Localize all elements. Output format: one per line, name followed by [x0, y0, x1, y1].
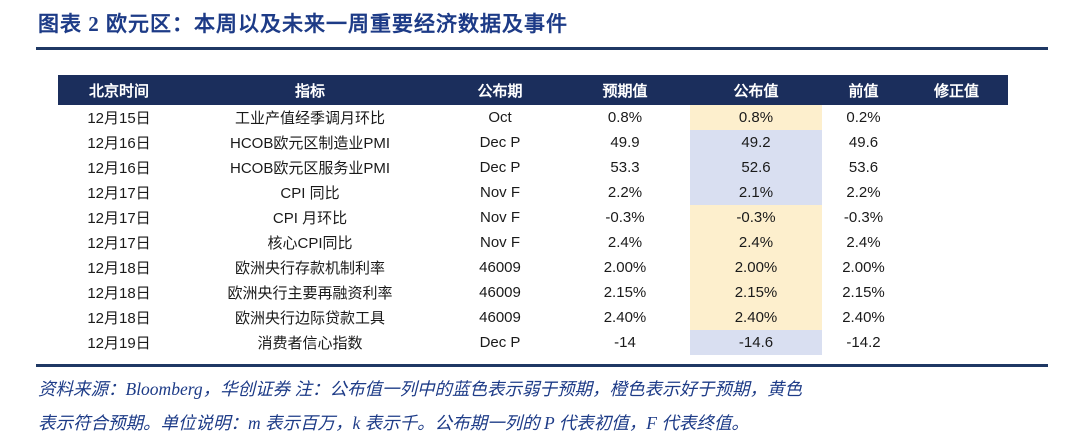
source-note-line2: 表示符合预期。单位说明：m 表示百万，k 表示千。公布期一列的 P 代表初值，F…: [38, 413, 749, 433]
table-row: 12月18日 欧洲央行主要再融资利率 46009 2.15% 2.15% 2.1…: [58, 280, 1008, 305]
cell-indicator: 工业产值经季调月环比: [234, 110, 385, 127]
cell-revised-value: [905, 205, 1008, 230]
header-beijing-time: 北京时间: [88, 82, 149, 100]
cell-revised-value: [905, 330, 1008, 355]
cell-indicator: CPI 同比: [280, 185, 340, 202]
table-row: 12月16日 HCOB欧元区服务业PMI Dec P 53.3 52.6 53.…: [58, 155, 1008, 180]
source-note-line1: 资料来源：Bloomberg，华创证券 注：公布值一列中的蓝色表示弱于预期，橙色…: [38, 379, 802, 399]
cell-expected-value: 0.8%: [607, 109, 643, 126]
cell-expected-value: 49.9: [610, 134, 640, 151]
cell-expected-value: 2.4%: [607, 234, 643, 251]
cell-release-period: Nov F: [479, 209, 520, 226]
cell-revised-value: [905, 305, 1008, 330]
table-row: 12月15日 工业产值经季调月环比 Oct 0.8% 0.8% 0.2%: [58, 105, 1008, 130]
cell-beijing-time: 12月16日: [87, 160, 151, 177]
cell-indicator: HCOB欧元区服务业PMI: [229, 160, 390, 177]
cell-indicator: 欧洲央行边际贷款工具: [234, 310, 385, 327]
cell-beijing-time: 12月17日: [87, 210, 151, 227]
header-expected-value: 预期值: [602, 82, 648, 100]
source-note: 资料来源：Bloomberg，华创证券 注：公布值一列中的蓝色表示弱于预期，橙色…: [38, 372, 1043, 440]
cell-previous-value: 53.6: [848, 159, 879, 176]
cell-expected-value: -0.3%: [605, 209, 645, 226]
cell-beijing-time: 12月18日: [87, 260, 151, 277]
cell-expected-value: -14: [614, 334, 636, 351]
table-row: 12月17日 CPI 月环比 Nov F -0.3% -0.3% -0.3%: [58, 205, 1008, 230]
cell-indicator: HCOB欧元区制造业PMI: [229, 135, 390, 152]
cell-previous-value: 2.15%: [842, 284, 885, 301]
cell-beijing-time: 12月18日: [87, 285, 151, 302]
cell-announced-value: -14.6: [690, 330, 822, 355]
cell-previous-value: -14.2: [846, 334, 881, 351]
cell-revised-value: [905, 130, 1008, 155]
cell-announced-value: 2.40%: [690, 305, 822, 330]
cell-release-period: 46009: [479, 284, 521, 301]
table-header-row: 北京时间 指标 公布期 预期值 公布值 前值 修正值: [58, 75, 1008, 105]
cell-beijing-time: 12月18日: [87, 310, 151, 327]
table-row: 12月18日 欧洲央行存款机制利率 46009 2.00% 2.00% 2.00…: [58, 255, 1008, 280]
cell-announced-value: 2.1%: [690, 180, 822, 205]
cell-previous-value: 2.2%: [846, 184, 881, 201]
cell-revised-value: [905, 280, 1008, 305]
cell-release-period: Dec P: [479, 334, 521, 351]
cell-announced-value: 49.2: [690, 130, 822, 155]
table-row: 12月17日 核心CPI同比 Nov F 2.4% 2.4% 2.4%: [58, 230, 1008, 255]
cell-revised-value: [905, 180, 1008, 205]
cell-indicator: 核心CPI同比: [267, 235, 353, 252]
cell-previous-value: 0.2%: [846, 109, 881, 126]
cell-beijing-time: 12月16日: [87, 135, 151, 152]
cell-announced-value: 2.00%: [690, 255, 822, 280]
header-previous-value: 前值: [848, 82, 879, 100]
cell-beijing-time: 12月15日: [87, 110, 151, 127]
cell-announced-value: 52.6: [690, 155, 822, 180]
cell-indicator: 消费者信心指数: [257, 335, 363, 352]
cell-release-period: 46009: [479, 309, 521, 326]
cell-indicator: 欧洲央行主要再融资利率: [227, 285, 393, 302]
cell-previous-value: 2.4%: [846, 234, 881, 251]
table-row: 12月16日 HCOB欧元区制造业PMI Dec P 49.9 49.2 49.…: [58, 130, 1008, 155]
table-body: 12月15日 工业产值经季调月环比 Oct 0.8% 0.8% 0.2% 12月…: [58, 105, 1008, 355]
cell-beijing-time: 12月19日: [87, 335, 151, 352]
cell-announced-value: -0.3%: [690, 205, 822, 230]
table-row: 12月19日 消费者信心指数 Dec P -14 -14.6 -14.2: [58, 330, 1008, 355]
cell-release-period: Nov F: [479, 184, 520, 201]
cell-previous-value: -0.3%: [843, 209, 884, 226]
cell-release-period: 46009: [479, 259, 521, 276]
header-revised-value: 修正值: [933, 82, 979, 100]
cell-expected-value: 2.15%: [603, 284, 647, 301]
footer-divider: [36, 364, 1048, 367]
header-release-period: 公布期: [477, 82, 523, 100]
cell-expected-value: 2.00%: [603, 259, 647, 276]
cell-beijing-time: 12月17日: [87, 185, 151, 202]
cell-beijing-time: 12月17日: [87, 235, 151, 252]
header-indicator: 指标: [294, 82, 325, 100]
cell-revised-value: [905, 255, 1008, 280]
title-divider: [36, 47, 1048, 50]
cell-release-period: Dec P: [479, 159, 521, 176]
cell-release-period: Dec P: [479, 134, 521, 151]
cell-indicator: CPI 月环比: [272, 210, 348, 227]
table-row: 12月18日 欧洲央行边际贷款工具 46009 2.40% 2.40% 2.40…: [58, 305, 1008, 330]
economic-data-table: 北京时间 指标 公布期 预期值 公布值 前值 修正值 12月15日 工业产值经季…: [58, 75, 1008, 355]
cell-indicator: 欧洲央行存款机制利率: [234, 260, 385, 277]
cell-revised-value: [905, 105, 1008, 130]
cell-revised-value: [905, 155, 1008, 180]
figure-title: 图表 2 欧元区：本周以及未来一周重要经济数据及事件: [38, 12, 568, 36]
cell-announced-value: 2.4%: [690, 230, 822, 255]
cell-expected-value: 2.40%: [603, 309, 647, 326]
cell-release-period: Nov F: [479, 234, 520, 251]
cell-previous-value: 2.40%: [842, 309, 885, 326]
cell-revised-value: [905, 230, 1008, 255]
table-row: 12月17日 CPI 同比 Nov F 2.2% 2.1% 2.2%: [58, 180, 1008, 205]
cell-expected-value: 53.3: [610, 159, 640, 176]
cell-previous-value: 2.00%: [842, 259, 885, 276]
cell-announced-value: 0.8%: [690, 105, 822, 130]
cell-announced-value: 2.15%: [690, 280, 822, 305]
cell-release-period: Oct: [488, 109, 512, 126]
cell-expected-value: 2.2%: [607, 184, 643, 201]
header-announced-value: 公布值: [733, 82, 779, 100]
cell-previous-value: 49.6: [848, 134, 879, 151]
